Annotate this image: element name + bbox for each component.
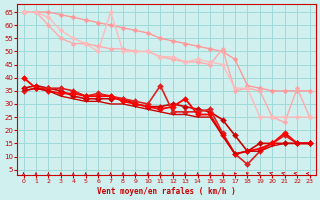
X-axis label: Vent moyen/en rafales ( km/h ): Vent moyen/en rafales ( km/h ) [97,187,236,196]
